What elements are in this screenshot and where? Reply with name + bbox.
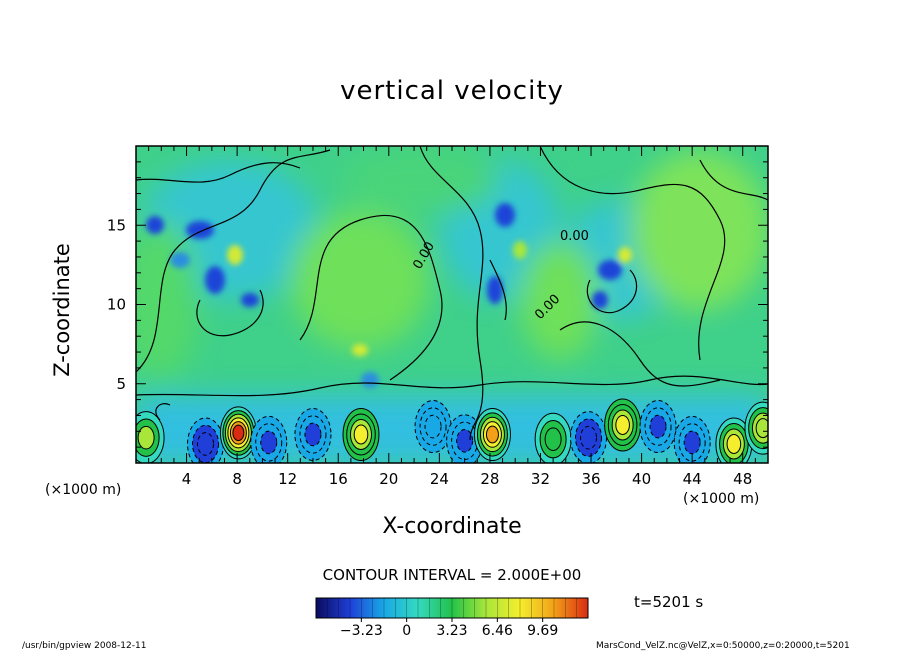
x-tick-label-48: 48 <box>733 470 752 488</box>
blob-15 <box>744 401 768 455</box>
blob-10-ring-2 <box>580 425 598 450</box>
blob-9 <box>534 412 572 463</box>
x-tick-label-4: 4 <box>182 470 192 488</box>
velocity-field: 0.000.000.00 <box>136 146 768 463</box>
blob-12-ring-2 <box>649 414 667 439</box>
blob-6-ring-2 <box>424 414 442 439</box>
blob-14 <box>715 417 753 463</box>
blob-9-ring-2 <box>544 427 562 452</box>
blob-11-ring-3 <box>615 414 630 435</box>
colorbar-tick-label-4: 9.69 <box>527 623 558 639</box>
x-axis: 4 8 12 16 20 24 28 32 36 40 44 48 <box>148 146 756 488</box>
blob-2 <box>219 406 257 460</box>
z-tick-label-10: 10 <box>107 296 126 314</box>
colorbar-ticks: −3.23 0 3.23 6.46 9.69 <box>315 598 589 639</box>
blob-0-ring-2 <box>137 425 155 450</box>
z-tick-label-5: 5 <box>116 375 126 393</box>
z-unit-label: (×1000 m) <box>45 482 122 498</box>
blob-15-ring-3 <box>755 418 768 439</box>
blob-14-ring-3 <box>726 433 742 454</box>
blob-4 <box>294 407 332 461</box>
colorbar-tick-label-0: −3.23 <box>340 623 383 639</box>
blob-8 <box>473 407 511 461</box>
blob-10 <box>570 411 608 463</box>
x-tick-label-28: 28 <box>480 470 499 488</box>
blob-13-ring-2 <box>683 430 701 455</box>
x-tick-label-8: 8 <box>232 470 242 488</box>
blob-3-ring-2 <box>260 430 278 455</box>
colorbar-tick-label-1: 0 <box>402 623 411 639</box>
x-axis-label: X-coordinate <box>382 514 522 539</box>
blob-5-ring-3 <box>353 424 369 445</box>
x-tick-label-24: 24 <box>430 470 449 488</box>
blob-12 <box>639 400 677 454</box>
blob-layer <box>136 398 768 463</box>
blob-7-ring-2 <box>456 429 474 453</box>
chart-title: vertical velocity <box>340 76 564 106</box>
colorbar-tick-label-3: 6.46 <box>482 623 513 639</box>
footer-program: /usr/bin/gpview 2008-12-11 <box>22 641 147 651</box>
blob-5 <box>342 407 380 461</box>
x-tick-label-16: 16 <box>329 470 348 488</box>
colorbar: −3.23 0 3.23 6.46 9.69 <box>315 597 589 639</box>
blob-3 <box>250 415 288 463</box>
z-tick-label-15: 15 <box>107 216 126 234</box>
footer-source: MarsCond_VelZ.nc@VelZ,x=0:50000,z=0:2000… <box>596 641 850 651</box>
blob-1 <box>187 417 225 463</box>
x-tick-label-40: 40 <box>632 470 651 488</box>
x-unit-label: (×1000 m) <box>683 491 760 507</box>
blob-4-ring-2 <box>304 422 322 447</box>
contour-lines <box>136 146 768 441</box>
x-tick-label-12: 12 <box>278 470 297 488</box>
zero-label-1: 0.00 <box>560 229 589 244</box>
blob-6 <box>414 400 452 454</box>
blob-8-ring-4 <box>485 425 499 444</box>
blob-0 <box>136 411 165 463</box>
x-tick-label-20: 20 <box>379 470 398 488</box>
x-tick-label-44: 44 <box>683 470 702 488</box>
blob-1-ring-2 <box>197 432 215 456</box>
blob-2-ring-5 <box>232 424 245 442</box>
x-tick-label-36: 36 <box>581 470 600 488</box>
z-axis: 5 10 15 <box>107 161 768 448</box>
x-tick-label-32: 32 <box>531 470 550 488</box>
y-axis-label: Z-coordinate <box>50 243 74 377</box>
contour-interval: CONTOUR INTERVAL = 2.000E+00 <box>322 566 582 584</box>
time-label: t=5201 s <box>634 593 704 611</box>
colorbar-tick-label-2: 3.23 <box>436 623 467 639</box>
blob-11 <box>604 398 642 452</box>
